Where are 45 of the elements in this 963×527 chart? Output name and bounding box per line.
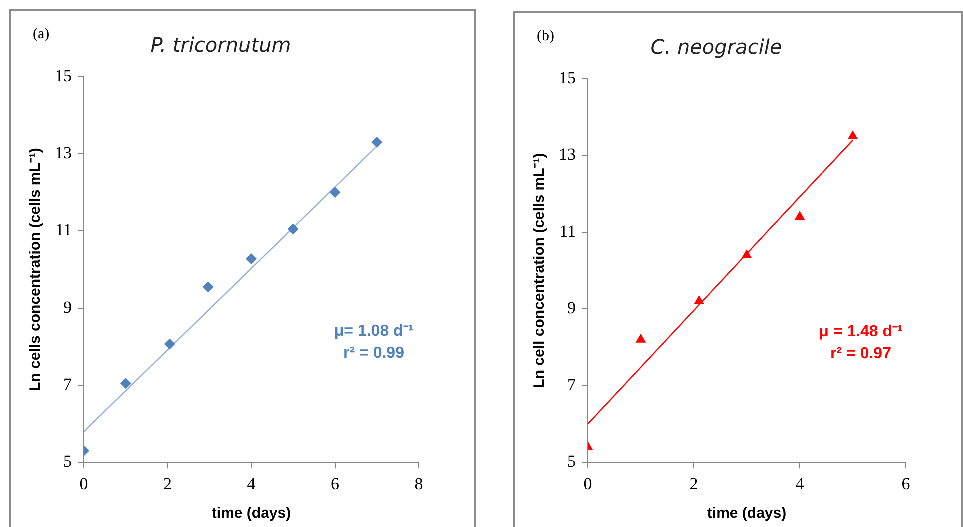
point (372, 137, 383, 148)
point (164, 338, 176, 350)
annotation: r² = 0.97 (830, 346, 892, 363)
x-tick-label: 4 (247, 474, 256, 494)
point (636, 334, 646, 343)
point (742, 249, 752, 258)
point (794, 211, 806, 220)
text: (b) (537, 28, 554, 44)
x-tick-label: 2 (164, 474, 172, 494)
y-tick-label: 13 (559, 145, 576, 164)
point (288, 224, 299, 235)
annotation: μ= 1.08 d⁻¹ (334, 322, 414, 340)
y-tick-label: 11 (560, 222, 576, 241)
y-tick-label: 7 (64, 374, 72, 394)
y-tick-label: 5 (64, 452, 72, 472)
y-axis-title: Ln cell concentration (cells mL⁻¹) (531, 153, 548, 388)
y-tick-label: 15 (55, 66, 72, 86)
point (120, 378, 132, 390)
annotation: μ = 1.48 d⁻¹ (819, 324, 903, 341)
point (330, 187, 341, 198)
x-tick-label: 0 (584, 474, 592, 494)
point (848, 130, 858, 140)
x-tick-label: 4 (796, 474, 805, 494)
x-tick-label: 2 (690, 474, 698, 494)
x-axis-title: time (days) (707, 505, 787, 522)
chart-title: C. neogracile (650, 35, 782, 60)
annotation: r² = 0.99 (344, 344, 405, 362)
x-tick-label: 6 (331, 474, 340, 494)
y-tick-label: 11 (56, 220, 72, 240)
x-tick-label: 6 (902, 474, 910, 494)
y-axis-title: Ln cells concentration (cells mL⁻¹) (27, 148, 44, 392)
text: (a) (33, 26, 50, 42)
point (694, 295, 704, 304)
x-tick-label: 8 (414, 474, 424, 494)
point (202, 282, 214, 293)
point (246, 254, 257, 265)
x-axis-title: time (days) (212, 505, 292, 522)
x-tick-label: 0 (80, 474, 88, 494)
y-tick-label: 13 (55, 144, 72, 163)
y-tick-label: 15 (559, 68, 576, 88)
y-tick-label: 7 (568, 375, 576, 394)
chart-title: P. tricornutum (150, 33, 292, 58)
y-tick-label: 9 (64, 298, 72, 317)
y-tick-label: 9 (568, 298, 576, 318)
y-tick-label: 5 (568, 452, 576, 472)
